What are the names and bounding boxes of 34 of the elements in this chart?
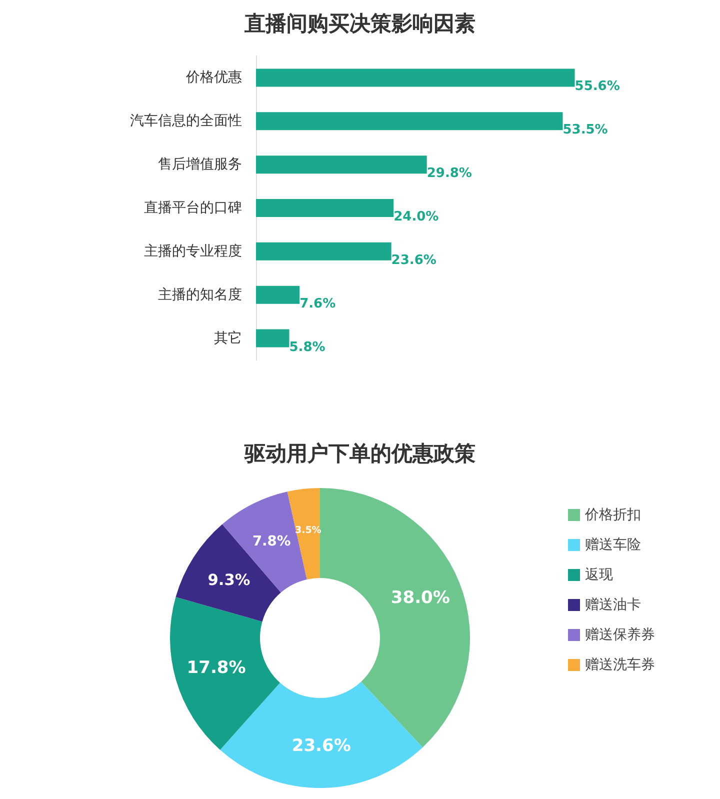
bar (256, 156, 427, 174)
bar (256, 68, 575, 87)
bar (256, 242, 392, 260)
y-tick-label: 主播的知名度 (158, 286, 242, 303)
legend-label: 赠送保养券 (585, 627, 655, 643)
legend-label: 赠送油卡 (585, 597, 641, 613)
legend-label: 赠送洗车券 (585, 657, 655, 673)
legend-label: 赠送车险 (585, 537, 641, 553)
bar (256, 199, 394, 217)
chart-title: 驱动用户下单的优惠政策 (244, 442, 476, 466)
y-tick-label: 价格优惠 (185, 70, 242, 86)
bar (256, 286, 300, 304)
y-tick-label: 其它 (214, 330, 242, 346)
y-tick-label: 售后增值服务 (158, 156, 242, 173)
data-label: 5.8% (289, 340, 326, 355)
data-label: 53.5% (562, 122, 608, 138)
data-label: 29.8% (426, 166, 472, 182)
legend-label: 返现 (585, 567, 613, 583)
data-label: 17.8% (186, 658, 246, 678)
data-label: 24.0% (394, 210, 439, 224)
legend-label: 价格折扣 (584, 507, 641, 523)
data-label: 9.3% (208, 570, 250, 589)
y-tick-label: 主播的专业程度 (144, 243, 242, 260)
data-label: 38.0% (390, 588, 450, 608)
chart-title: 直播间购买决策影响因素 (244, 12, 476, 36)
data-label: 7.6% (300, 296, 336, 312)
data-label: 23.6% (292, 736, 351, 756)
data-label: 23.6% (391, 252, 436, 268)
data-label: 55.6% (574, 79, 620, 94)
y-tick-label: 汽车信息的全面性 (130, 113, 242, 130)
bar (256, 112, 563, 130)
y-tick-label: 直播平台的口碑 (144, 200, 242, 216)
data-label: 7.8% (252, 533, 291, 550)
bar (256, 329, 290, 348)
